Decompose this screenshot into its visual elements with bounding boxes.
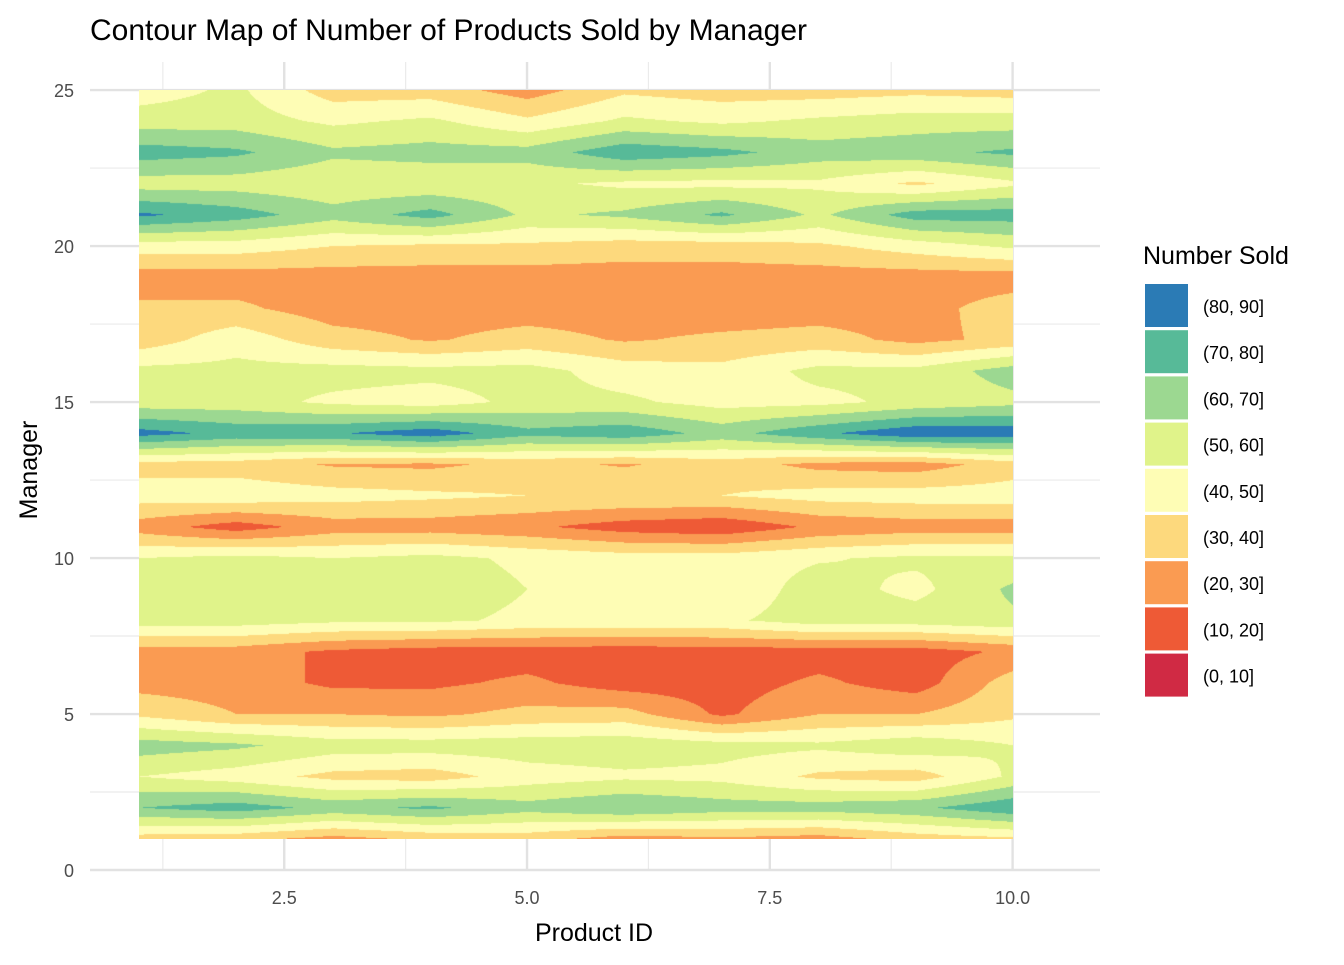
legend-swatch bbox=[1145, 376, 1188, 420]
legend-swatch bbox=[1145, 515, 1188, 558]
legend-swatch bbox=[1145, 607, 1188, 651]
x-tick-label: 2.5 bbox=[272, 888, 297, 908]
legend-label: (70, 80] bbox=[1203, 343, 1264, 363]
legend-label: (10, 20] bbox=[1203, 620, 1264, 640]
legend-swatch bbox=[1145, 653, 1188, 697]
legend-label: (50, 60] bbox=[1203, 436, 1264, 456]
chart-title: Contour Map of Number of Products Sold b… bbox=[90, 14, 807, 47]
y-tick-label: 10 bbox=[54, 549, 74, 569]
y-tick-label: 0 bbox=[64, 861, 74, 881]
legend: Number Sold (80, 90] (70, 80] (60, 70] (50,… bbox=[1143, 242, 1289, 697]
y-tick-label: 5 bbox=[64, 705, 74, 725]
x-axis-ticks: 2.5 5.0 7.5 10.0 bbox=[272, 888, 1030, 908]
legend-label: (80, 90] bbox=[1203, 297, 1264, 317]
legend-swatch bbox=[1145, 561, 1188, 605]
y-axis-label: Manager bbox=[15, 421, 43, 520]
x-tick-label: 10.0 bbox=[995, 888, 1030, 908]
contour-surface bbox=[139, 90, 1013, 839]
y-tick-label: 15 bbox=[54, 393, 74, 413]
legend-label: (40, 50] bbox=[1203, 482, 1264, 502]
legend-label: (0, 10] bbox=[1203, 667, 1254, 687]
legend-title: Number Sold bbox=[1143, 242, 1289, 270]
x-axis-label: Product ID bbox=[535, 919, 653, 947]
legend-label: (20, 30] bbox=[1203, 574, 1264, 594]
legend-label: (60, 70] bbox=[1203, 389, 1264, 409]
legend-swatch bbox=[1145, 330, 1188, 374]
legend-swatch bbox=[1145, 284, 1188, 327]
legend-swatch bbox=[1145, 468, 1188, 512]
legend-label: (30, 40] bbox=[1203, 528, 1264, 548]
legend-entries: (80, 90] (70, 80] (60, 70] (50, 60] (40, 50]… bbox=[1145, 284, 1264, 697]
x-tick-label: 7.5 bbox=[757, 888, 782, 908]
contour-fill bbox=[139, 90, 1013, 839]
legend-swatch bbox=[1145, 422, 1188, 466]
x-tick-label: 5.0 bbox=[515, 888, 540, 908]
y-tick-label: 20 bbox=[54, 237, 74, 257]
y-tick-label: 25 bbox=[54, 81, 74, 101]
y-axis-ticks: 0 5 10 15 20 25 bbox=[54, 81, 74, 881]
